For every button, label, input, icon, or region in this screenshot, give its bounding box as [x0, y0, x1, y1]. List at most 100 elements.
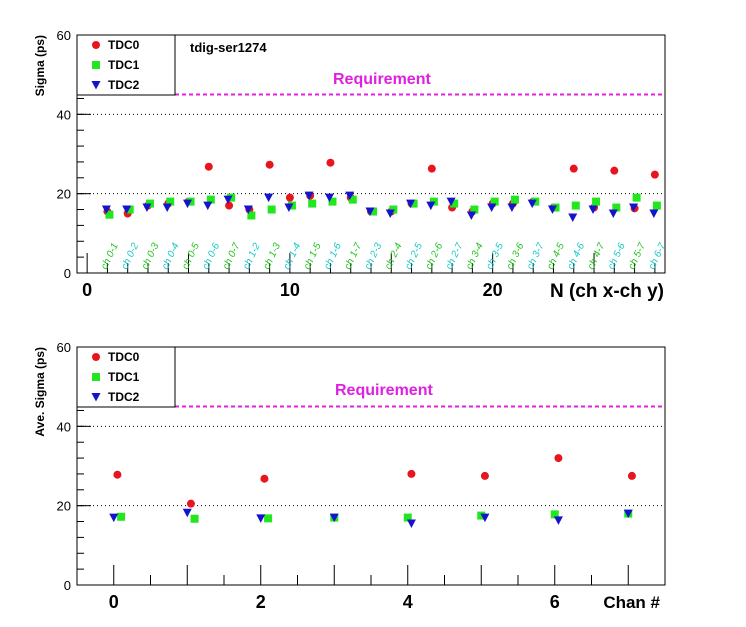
data-point-triangle [243, 205, 253, 215]
data-point-circle [650, 170, 659, 179]
data-point-triangle [365, 207, 375, 217]
data-point-triangle [91, 81, 101, 90]
chart-panel-2: 0 20 40 60 0 2 4 6 Chan # Ave. Sigma (ps) Requirem… [33, 340, 666, 612]
data-point-triangle [649, 209, 659, 218]
data-point-circle [610, 166, 619, 175]
data-point-triangle [182, 508, 192, 518]
legend: TDC0 TDC1 TDC2 [76, 34, 176, 96]
data-point-square [105, 210, 114, 219]
data-point-triangle [406, 519, 416, 529]
data-point-square [117, 512, 126, 521]
requirement-label: Requirement [335, 382, 433, 399]
data-point-triangle [256, 514, 266, 523]
data-point-square [403, 513, 412, 522]
data-point-circle [225, 201, 234, 210]
data-point-square [571, 201, 580, 210]
data-point-square [308, 199, 317, 208]
data-point-triangle [329, 513, 339, 523]
legend-entry: TDC2 [108, 390, 140, 404]
data-point-triangle [480, 513, 490, 523]
data-point-triangle [122, 205, 132, 215]
series-tdc0 [113, 454, 636, 508]
data-point-circle [627, 471, 636, 480]
data-point-square [652, 201, 661, 210]
data-point-square [450, 199, 459, 208]
data-point-circle [427, 164, 436, 173]
data-point-circle [407, 469, 416, 478]
data-point-circle [260, 474, 269, 483]
data-point-square [190, 514, 199, 523]
y-tick-label: 60 [57, 28, 71, 43]
y-tick-label: 0 [64, 578, 71, 593]
data-point-square [328, 197, 337, 206]
data-point-circle [480, 471, 489, 480]
data-point-triangle [223, 195, 233, 205]
x-tick-label: 0 [109, 592, 119, 612]
legend: TDC0 TDC1 TDC2 [76, 346, 176, 408]
data-point-square [550, 510, 559, 519]
data-point-square [264, 514, 273, 523]
data-point-square [592, 197, 601, 206]
y-tick-label: 20 [57, 499, 71, 514]
data-point-square [267, 205, 276, 214]
x-tick-label: 10 [280, 280, 300, 300]
data-point-triangle [629, 203, 639, 213]
x-tick-label: 20 [483, 280, 503, 300]
data-point-square [206, 195, 215, 204]
x-axis-label: N (ch x-ch y) [550, 281, 664, 302]
legend-entry: TDC0 [108, 350, 140, 364]
data-point-triangle [203, 201, 213, 211]
chart-panel-1: 0 20 40 60 0 10 20 N (ch x-ch y) Sigma (ps) Requi… [33, 28, 669, 302]
y-tick-label: 20 [57, 187, 71, 202]
data-point-square [247, 211, 256, 220]
data-point-triangle [623, 509, 633, 519]
x-tick-label: 6 [550, 592, 560, 612]
data-point-triangle [507, 203, 517, 213]
x-tick-label: 4 [403, 592, 413, 612]
data-point-triangle [101, 205, 111, 215]
x-tick-label: 0 [82, 280, 92, 300]
data-point-square [612, 203, 621, 212]
data-point-triangle [547, 205, 557, 215]
data-point-triangle [487, 203, 497, 213]
y-tick-label: 60 [57, 340, 71, 355]
series-tdc2 [101, 191, 659, 222]
data-point-triangle [426, 201, 436, 211]
data-point-square [632, 193, 641, 202]
data-point-triangle [142, 203, 152, 213]
data-point-triangle [446, 197, 456, 207]
data-point-square [92, 61, 100, 69]
data-point-triangle [162, 203, 172, 213]
chart-title: tdig-ser1274 [190, 40, 267, 55]
data-point-circle [554, 454, 563, 463]
legend-entry: TDC1 [108, 370, 140, 384]
data-point-triangle [568, 213, 578, 222]
data-point-square [369, 207, 378, 216]
data-point-triangle [324, 193, 334, 203]
data-point-triangle [553, 516, 563, 525]
data-point-circle [204, 162, 213, 171]
y-tick-label: 0 [64, 266, 71, 281]
y-tick-label: 40 [57, 107, 71, 122]
data-point-triangle [588, 205, 598, 215]
data-point-square [166, 197, 175, 206]
legend-entry: TDC2 [108, 78, 140, 92]
data-point-triangle [608, 209, 618, 218]
data-point-square [510, 195, 519, 204]
data-point-square [125, 205, 134, 214]
x-axis-label: Chan # [603, 593, 660, 612]
data-point-square [477, 511, 486, 520]
data-point-square [409, 199, 418, 208]
data-point-triangle [109, 513, 119, 523]
data-point-circle [113, 470, 122, 479]
y-axis-label: Sigma (ps) [33, 35, 47, 96]
data-point-triangle [406, 199, 416, 209]
data-point-circle [186, 499, 195, 508]
requirement-label: Requirement [333, 71, 431, 88]
data-point-triangle [527, 199, 537, 209]
data-point-square [490, 197, 499, 206]
data-point-triangle [264, 193, 274, 203]
data-point-square [348, 195, 357, 204]
